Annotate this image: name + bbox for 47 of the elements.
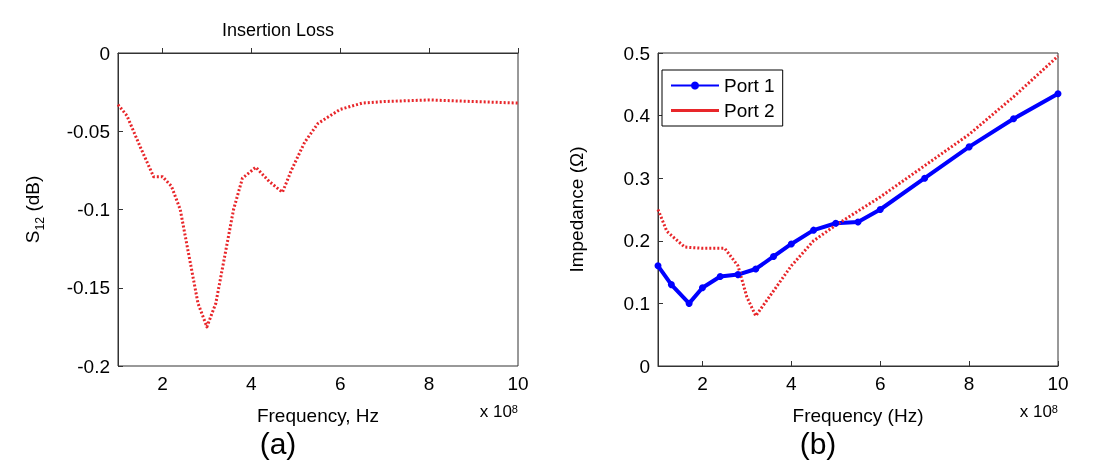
point [685,299,693,307]
point [716,272,724,280]
y-tick-label: -0.1 [77,199,110,220]
x-tick-label: 2 [697,373,708,394]
point [1054,90,1062,98]
x-tick-label: 8 [423,373,435,394]
x-tick-label: 8 [963,373,975,394]
x-axis-title: Frequency (Hz) [792,405,924,426]
x-tick-label: 4 [246,373,258,394]
y-tick-label: 0 [99,42,110,64]
x-tick-label: 10 [507,373,529,394]
x-tick-label: 6 [874,373,886,394]
text: (b) [799,426,837,460]
y-tick-label: 0.4 [623,105,651,127]
point [752,265,760,273]
point [667,281,675,289]
point [921,174,929,182]
y-tick-label: 0 [639,355,650,377]
y-axis-title: Impedance (Ω) [566,146,587,273]
chart-title: Insertion Loss [221,20,335,40]
x-tick-label: 6 [334,373,346,394]
y-tick-label: -0.2 [77,355,110,377]
text: (a) [259,426,297,460]
point [770,252,778,260]
x-tick-label: 2 [157,373,168,394]
point [698,284,706,292]
y-tick-label: -0.15 [66,277,110,299]
x-tick-label: 10 [1047,373,1069,394]
line-series [656,54,1060,318]
y-tick-label: 0.2 [623,230,650,252]
legend-label: Port 2 [724,100,775,121]
y-tick-label: -0.05 [66,120,110,142]
y-tick-label: 0.1 [623,292,650,314]
y-tick-label: 0.3 [623,167,650,189]
legend-label: Port 1 [724,75,775,96]
point [1010,115,1018,123]
point [787,240,795,248]
point [965,143,973,151]
point [832,219,840,227]
x-axis-title: Frequency, Hz [256,405,380,426]
point [734,271,742,279]
y-tick-label: 0.5 [623,42,650,64]
line-series [116,98,520,329]
point [810,226,818,234]
y-axis-title: S12 (dB) [22,175,47,244]
x-tick-label: 4 [786,373,798,394]
point [876,206,884,213]
